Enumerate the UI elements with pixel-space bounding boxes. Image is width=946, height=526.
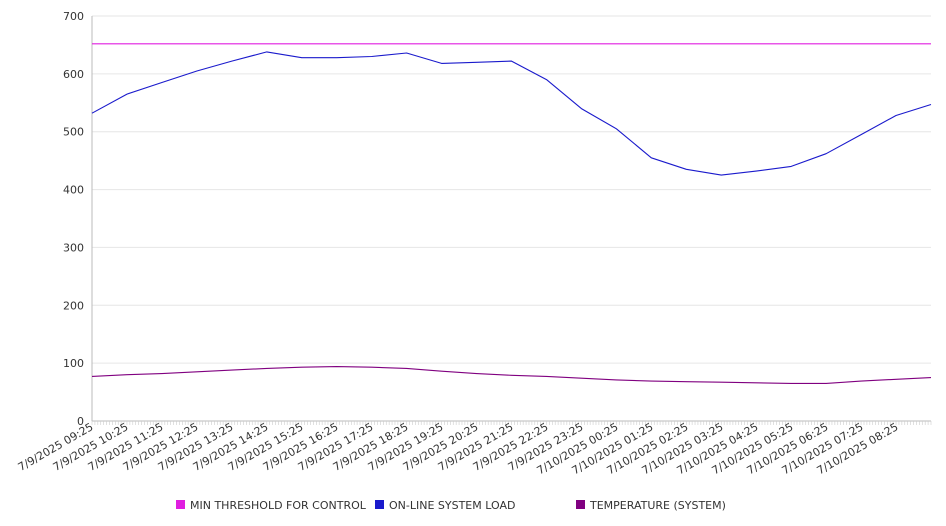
legend-label: MIN THRESHOLD FOR CONTROL: [190, 499, 367, 512]
y-tick-label: 400: [63, 184, 84, 197]
legend: MIN THRESHOLD FOR CONTROL ON-LINE SYSTEM …: [176, 499, 726, 512]
gridlines: [92, 15, 931, 364]
y-tick-label: 300: [63, 241, 84, 254]
series-lines: [91, 43, 932, 384]
y-tick-label: 700: [63, 10, 84, 23]
y-tick-label: 600: [63, 68, 84, 81]
axes: [91, 16, 932, 425]
y-tick-labels: 0 100 200 300 400 500 600 700: [63, 10, 84, 428]
series-line-1: [91, 51, 932, 176]
y-tick-label: 500: [63, 126, 84, 139]
y-tick-label: 200: [63, 299, 84, 312]
legend-swatch: [576, 500, 585, 509]
y-tick-label: 100: [63, 357, 84, 370]
legend-swatch: [375, 500, 384, 509]
legend-label: TEMPERATURE (SYSTEM): [589, 499, 726, 512]
series-line-2: [91, 366, 932, 384]
legend-item[interactable]: ON-LINE SYSTEM LOAD: [375, 499, 515, 512]
legend-label: ON-LINE SYSTEM LOAD: [389, 499, 515, 512]
x-tick-labels: 7/9/2025 09:257/9/2025 10:257/9/2025 11:…: [16, 420, 901, 477]
legend-item[interactable]: TEMPERATURE (SYSTEM): [576, 499, 726, 512]
legend-item[interactable]: MIN THRESHOLD FOR CONTROL: [176, 499, 367, 512]
legend-swatch: [176, 500, 185, 509]
y-tick-label: 0: [77, 415, 84, 428]
